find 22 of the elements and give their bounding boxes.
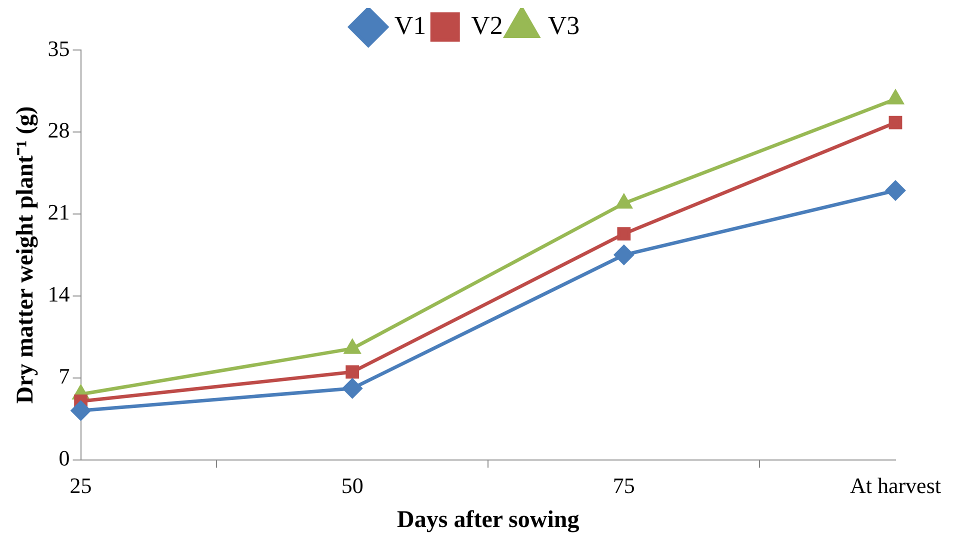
y-tick-label: 21 <box>48 200 70 225</box>
point <box>888 116 902 130</box>
point <box>614 245 634 265</box>
y-tick-label: 0 <box>58 446 70 471</box>
legend-label: V2 <box>471 10 503 40</box>
point <box>71 400 91 420</box>
x-tick-label: 75 <box>612 472 635 498</box>
y-tick-label: 28 <box>48 118 70 143</box>
y-tick-label: 35 <box>48 36 70 61</box>
point <box>886 180 906 200</box>
point <box>346 365 360 379</box>
x-tick-label: At harvest <box>850 472 941 498</box>
y-tick-label: 14 <box>48 282 70 307</box>
y-tick-label: 7 <box>58 364 70 389</box>
legend-label: V3 <box>548 10 580 40</box>
point <box>342 378 362 398</box>
point <box>617 227 631 241</box>
legend-label: V1 <box>394 10 426 40</box>
x-tick-label: 25 <box>70 472 92 498</box>
x-tick-label: 50 <box>341 472 364 498</box>
y-axis-title: Dry matter weight plant⁻¹ (g) <box>12 106 39 404</box>
x-axis-title: Days after sowing <box>397 506 580 533</box>
